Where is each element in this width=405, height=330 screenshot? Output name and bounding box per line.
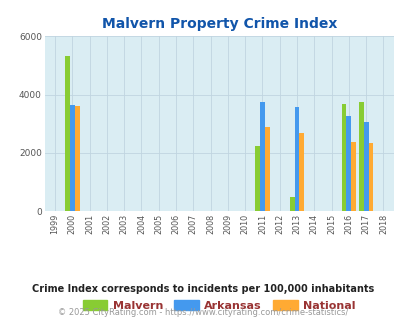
- Bar: [350, 142, 355, 211]
- Bar: [75, 106, 79, 211]
- Bar: [255, 146, 259, 211]
- Bar: [368, 143, 373, 211]
- Bar: [264, 127, 269, 211]
- Title: Malvern Property Crime Index: Malvern Property Crime Index: [101, 17, 336, 31]
- Bar: [341, 104, 345, 211]
- Bar: [289, 197, 294, 211]
- Legend: Malvern, Arkansas, National: Malvern, Arkansas, National: [78, 295, 359, 315]
- Bar: [259, 102, 264, 211]
- Bar: [65, 56, 70, 211]
- Bar: [299, 133, 303, 211]
- Text: © 2025 CityRating.com - https://www.cityrating.com/crime-statistics/: © 2025 CityRating.com - https://www.city…: [58, 308, 347, 317]
- Bar: [294, 107, 299, 211]
- Bar: [70, 105, 75, 211]
- Text: Crime Index corresponds to incidents per 100,000 inhabitants: Crime Index corresponds to incidents per…: [32, 284, 373, 294]
- Bar: [345, 116, 350, 211]
- Bar: [358, 102, 363, 211]
- Bar: [363, 122, 368, 211]
